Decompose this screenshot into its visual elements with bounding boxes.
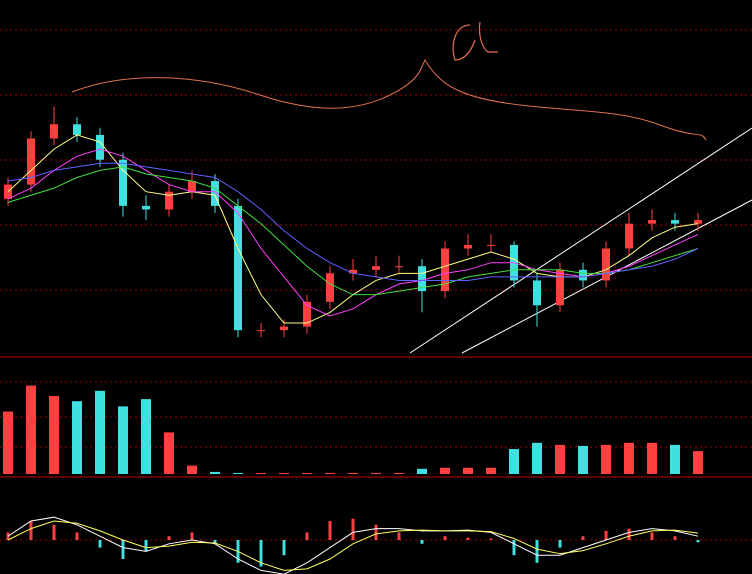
candle-body [303, 301, 311, 327]
candle-body [533, 280, 541, 306]
volume-bar [624, 442, 634, 474]
candle-body [349, 269, 357, 274]
candle-body [27, 138, 35, 185]
candle-body [487, 244, 495, 246]
candle-body [50, 124, 58, 139]
volume-bar [601, 444, 611, 474]
volume-bar [486, 467, 496, 474]
volume-bar [394, 472, 404, 474]
volume-bar [348, 472, 358, 474]
volume-bar [210, 471, 220, 474]
candle-body [142, 205, 150, 210]
handwriting [452, 21, 498, 61]
candle-body [579, 269, 587, 281]
volume-bar [3, 411, 13, 474]
candle-body [165, 191, 173, 210]
volume-bar [279, 472, 289, 474]
candle-body [211, 181, 219, 206]
volume-bar [693, 451, 703, 474]
candle-body [602, 248, 610, 281]
candle-body [395, 266, 403, 268]
indicator-line [7, 148, 699, 317]
indicator-line [7, 520, 699, 571]
volume-bar [417, 468, 427, 474]
candle-body [648, 220, 656, 224]
volume-bar [95, 390, 105, 474]
candle-body [464, 244, 472, 249]
volume-bar [578, 445, 588, 474]
candle-body [556, 269, 564, 306]
grid [0, 29, 752, 541]
volume-bar [49, 396, 59, 474]
trend-line [409, 127, 752, 354]
candle-body [4, 184, 12, 199]
candle-body [96, 134, 104, 160]
volume-bar [256, 472, 266, 474]
candle-body [326, 273, 334, 302]
candle-body [671, 220, 679, 224]
drawn-curve [71, 58, 707, 141]
volume-bar [670, 444, 680, 474]
volume-bar [325, 472, 335, 474]
volume-bar [26, 385, 36, 474]
volume-bar [118, 406, 128, 474]
volume-bar [647, 442, 657, 474]
candle-body [694, 220, 702, 224]
candle-body [234, 205, 242, 331]
candle-body [372, 266, 380, 270]
volume-bar [233, 472, 243, 474]
volume-bar [463, 467, 473, 474]
volume-bar [72, 401, 82, 474]
candle-body [188, 181, 196, 192]
candle-body [441, 248, 449, 292]
candle-body [625, 223, 633, 249]
candle-body [418, 266, 426, 292]
volume-bar [440, 467, 450, 474]
candle-body [257, 330, 265, 332]
volume-bar [141, 399, 151, 474]
volume-bar [532, 442, 542, 474]
volume-bar [555, 444, 565, 474]
candle-body [73, 124, 81, 135]
volume-bar [302, 472, 312, 474]
volume-bar [371, 472, 381, 474]
candle-body [119, 159, 127, 206]
candle-body [280, 326, 288, 331]
volume-bar [509, 449, 519, 474]
indicator-line [7, 166, 699, 296]
volume-bar [187, 465, 197, 474]
indicator-line [7, 162, 699, 281]
indicator-line [7, 516, 699, 574]
volume-bar [164, 432, 174, 474]
